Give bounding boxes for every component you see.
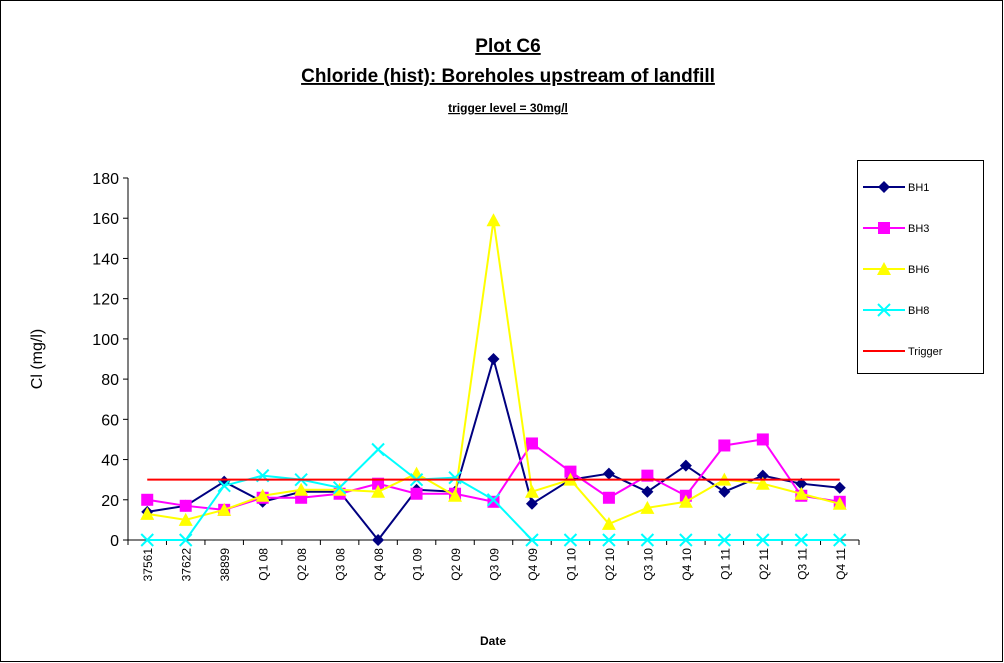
data-point xyxy=(332,481,347,495)
data-point xyxy=(140,506,155,520)
data-point xyxy=(564,465,577,478)
x-tick-label: Q4 08 xyxy=(372,548,386,581)
x-tick-label: Q3 08 xyxy=(334,548,348,581)
data-point xyxy=(448,488,463,502)
data-point xyxy=(717,533,732,547)
data-point xyxy=(178,512,193,526)
data-point xyxy=(141,493,154,506)
data-point xyxy=(718,485,731,498)
data-point xyxy=(217,502,232,516)
legend-label: BH6 xyxy=(908,264,929,276)
data-point xyxy=(255,488,270,502)
legend-box xyxy=(857,160,984,374)
data-point xyxy=(410,487,423,500)
data-point xyxy=(679,533,693,547)
y-tick-label: 160 xyxy=(92,211,119,228)
legend-marker xyxy=(878,222,890,234)
data-point xyxy=(640,533,655,547)
data-point xyxy=(448,470,462,485)
data-point xyxy=(833,533,847,547)
y-axis-label: Cl (mg/l) xyxy=(29,329,46,389)
chart-title: Plot C6 xyxy=(475,36,540,57)
data-point xyxy=(641,469,654,482)
data-point xyxy=(640,500,655,514)
data-point xyxy=(179,499,192,512)
data-point xyxy=(602,533,616,547)
data-point xyxy=(371,442,385,457)
data-point xyxy=(601,516,616,530)
data-point xyxy=(524,484,539,498)
data-point xyxy=(833,481,846,494)
y-tick-label: 100 xyxy=(92,332,119,349)
x-tick-label: Q1 09 xyxy=(411,548,425,581)
data-point xyxy=(294,482,309,496)
data-point xyxy=(602,491,615,504)
x-tick-label: 37622 xyxy=(180,548,194,582)
y-tick-label: 0 xyxy=(110,533,119,550)
data-point xyxy=(525,533,539,547)
y-tick-label: 80 xyxy=(101,372,119,389)
data-point xyxy=(794,533,808,547)
legend-label: BH3 xyxy=(908,223,929,235)
x-tick-label: Q2 09 xyxy=(449,548,463,581)
x-tick-label: Q1 08 xyxy=(257,548,271,581)
data-point xyxy=(718,439,731,452)
legend-label: BH1 xyxy=(908,182,929,194)
x-tick-label: Q2 10 xyxy=(603,548,617,581)
chart-subtitle: Chloride (hist): Boreholes upstream of l… xyxy=(301,66,715,87)
data-point xyxy=(756,433,769,446)
data-point xyxy=(563,533,578,547)
legend-marker xyxy=(877,303,891,317)
data-point xyxy=(678,494,693,508)
data-point xyxy=(795,477,808,490)
data-point xyxy=(486,213,501,227)
x-tick-label: Q1 11 xyxy=(718,548,732,580)
data-point xyxy=(641,485,654,498)
y-tick-label: 180 xyxy=(92,171,119,188)
x-tick-label: Q3 11 xyxy=(795,548,809,580)
legend-marker xyxy=(878,181,890,193)
y-tick-label: 60 xyxy=(101,412,119,429)
data-point xyxy=(756,469,769,482)
x-tick-label: 37561 xyxy=(141,548,155,582)
legend-marker xyxy=(877,262,891,275)
data-point xyxy=(755,476,770,490)
x-tick-label: Q3 10 xyxy=(641,548,655,581)
data-point xyxy=(372,534,385,546)
data-point xyxy=(217,478,231,493)
legend-label: BH8 xyxy=(908,305,929,317)
data-point xyxy=(179,533,193,547)
data-point xyxy=(525,437,538,450)
x-tick-label: Q2 08 xyxy=(295,548,309,581)
x-tick-label: Q3 09 xyxy=(488,548,502,581)
data-point xyxy=(372,477,385,490)
x-axis-label: Date xyxy=(480,634,506,648)
legend-label: Trigger xyxy=(908,346,943,358)
y-tick-label: 140 xyxy=(92,251,119,268)
x-tick-label: Q2 11 xyxy=(757,548,771,580)
y-tick-label: 20 xyxy=(101,493,119,510)
data-point xyxy=(525,497,538,510)
x-tick-label: Q4 10 xyxy=(680,548,694,581)
data-point xyxy=(371,484,386,498)
x-tick-label: Q1 10 xyxy=(564,548,578,581)
data-point xyxy=(486,493,501,507)
data-point xyxy=(756,533,770,547)
x-tick-label: Q4 09 xyxy=(526,548,540,581)
x-tick-label: Q4 11 xyxy=(834,548,848,580)
data-point xyxy=(794,486,809,500)
data-point xyxy=(679,459,692,472)
data-point xyxy=(487,353,500,365)
data-point xyxy=(140,533,154,547)
data-point xyxy=(602,467,615,480)
data-point xyxy=(832,496,847,510)
y-tick-label: 120 xyxy=(92,292,119,309)
x-tick-label: 38899 xyxy=(218,548,232,582)
annotation: trigger level = 30mg/l xyxy=(448,101,568,115)
y-tick-label: 40 xyxy=(101,453,119,470)
